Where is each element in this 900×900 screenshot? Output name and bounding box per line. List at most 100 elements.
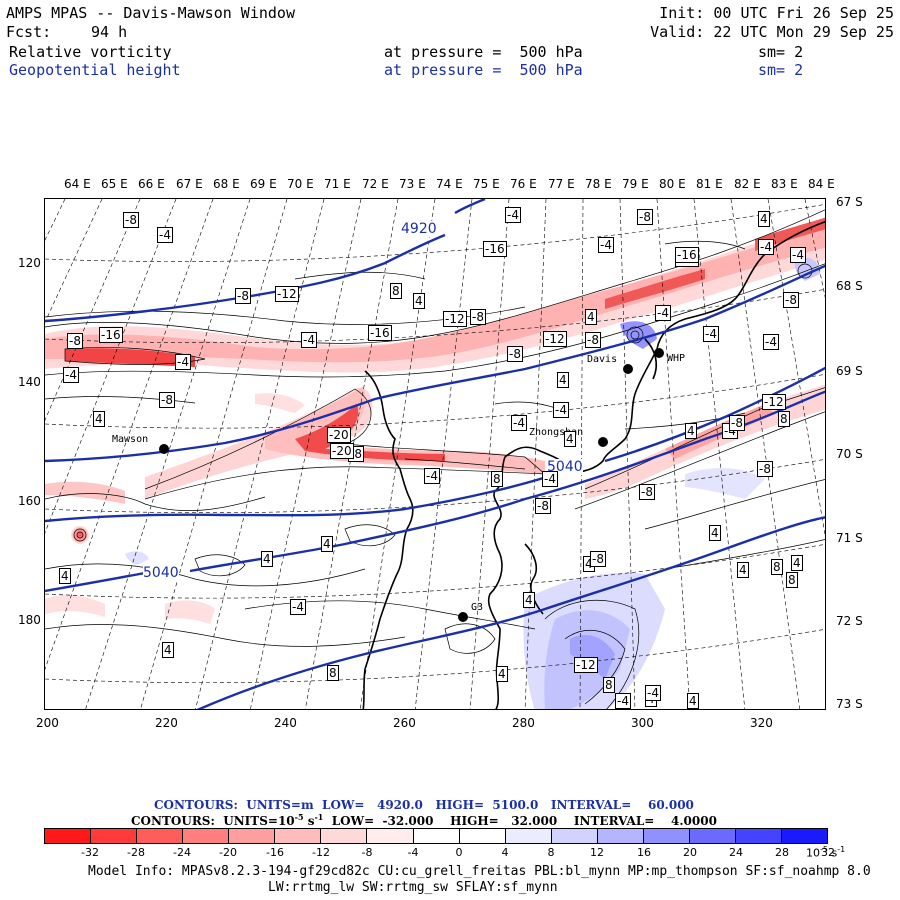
colorbar-segment xyxy=(643,829,690,843)
longitude-tick: 74 E xyxy=(436,177,463,191)
vorticity-label: -8 xyxy=(535,498,551,514)
latitude-tick: 70 S xyxy=(836,447,863,461)
vorticity-label: 4 xyxy=(496,666,508,682)
legend-units-tail-exponent: -1 xyxy=(314,812,324,822)
colorbar-label: 4 xyxy=(501,846,509,859)
init-time: Init: 00 UTC Fri 26 Sep 25 xyxy=(659,4,894,22)
vorticity-label: -4 xyxy=(511,415,527,431)
legend-contours-label: CONTOURS: xyxy=(154,798,238,812)
grid-y-tick: 120 xyxy=(18,256,41,270)
legend-interval: INTERVAL= 60.000 xyxy=(550,798,694,812)
station-markers xyxy=(159,348,664,622)
vorticity-label: -4 xyxy=(655,305,671,321)
legend-low: LOW= 4920.0 xyxy=(322,798,423,812)
model-info-physics: LW:rrtmg_lw SW:rrtmg_sw SFLAY:sf_mynn xyxy=(268,880,558,895)
vorticity-label: -4 xyxy=(553,402,569,418)
colorbar-segment xyxy=(505,829,552,843)
vorticity-legend-line: CONTOURS: UNITS=10-5 s-1 LOW= -32.000 HI… xyxy=(131,812,717,828)
vorticity-label: 8 xyxy=(786,572,798,588)
longitude-tick: 80 E xyxy=(659,177,686,191)
colorbar-unit: 10-5 s-1 xyxy=(806,845,845,860)
vorticity-label: -8 xyxy=(637,209,653,225)
grid-x-tick: 260 xyxy=(393,716,416,730)
vorticity-label: -4 xyxy=(424,468,440,484)
colorbar-segment xyxy=(782,829,828,843)
station-davis-label: Davis xyxy=(587,354,618,365)
graticule-dashed xyxy=(45,199,825,709)
vorticity-label: -4 xyxy=(542,471,558,487)
vorticity-label: -4 xyxy=(63,367,79,383)
vorticity-label: -12 xyxy=(762,394,786,410)
longitude-tick: 67 E xyxy=(176,177,203,191)
vorticity-label: -12 xyxy=(275,286,299,302)
latitude-tick: 73 S xyxy=(836,697,863,711)
colorbar-label: 8 xyxy=(547,846,555,859)
legend-interval-2: INTERVAL= 4.0000 xyxy=(573,814,717,828)
vorticity-label: 4 xyxy=(737,562,749,578)
longitude-tick: 81 E xyxy=(696,177,723,191)
grid-x-tick: 220 xyxy=(155,716,178,730)
vorticity-label: -8 xyxy=(507,346,523,362)
vorticity-label: -12 xyxy=(443,311,467,327)
colorbar-unit-tail: s xyxy=(827,846,838,860)
latitude-tick: 72 S xyxy=(836,614,863,628)
field1-smoothing: sm= 2 xyxy=(758,43,804,61)
colorbar-segment xyxy=(551,829,598,843)
vorticity-label: -4 xyxy=(175,354,191,370)
plot-title: AMPS MPAS -- Davis-Mawson Window xyxy=(6,4,295,22)
vorticity-label: -8 xyxy=(123,212,139,228)
grid-y-tick: 140 xyxy=(18,375,41,389)
vorticity-label: 8 xyxy=(390,283,402,299)
vorticity-label: 4 xyxy=(413,293,425,309)
longitude-tick: 64 E xyxy=(64,177,91,191)
legend-units-tail: s xyxy=(303,814,315,828)
longitude-tick: 78 E xyxy=(585,177,612,191)
colorbar-segment xyxy=(45,829,92,843)
vorticity-label: 4 xyxy=(685,423,697,439)
grid-x-tick: 320 xyxy=(750,716,773,730)
colorbar-label: -28 xyxy=(127,846,145,859)
vorticity-label: 8 xyxy=(491,471,503,487)
vorticity-label: -8 xyxy=(590,551,606,567)
vorticity-label: 8 xyxy=(771,559,783,575)
map-canvas xyxy=(45,199,825,709)
colorbar-unit-tail-exponent: -1 xyxy=(837,845,846,854)
grid-x-tick: 240 xyxy=(274,716,297,730)
vorticity-label: 4 xyxy=(321,536,333,552)
vorticity-label: 4 xyxy=(709,525,721,541)
colorbar-label: -8 xyxy=(361,846,373,859)
longitude-tick: 75 E xyxy=(473,177,500,191)
longitude-tick: 68 E xyxy=(213,177,240,191)
vorticity-label: -4 xyxy=(703,326,719,342)
colorbar-segment xyxy=(413,829,460,843)
field2-name: Geopotential height xyxy=(9,61,181,79)
vorticity-label: -20 xyxy=(330,443,354,459)
colorbar-label: 32 xyxy=(821,846,835,859)
vorticity-label: 4 xyxy=(758,211,770,227)
colorbar-label: -12 xyxy=(312,846,330,859)
vorticity-label: -8 xyxy=(585,332,601,348)
colorbar-label: -4 xyxy=(407,846,419,859)
longitude-tick: 65 E xyxy=(101,177,128,191)
height-label-5040-west: 5040 xyxy=(143,565,179,581)
grid-x-tick: 280 xyxy=(512,716,535,730)
colorbar-label: 12 xyxy=(590,846,604,859)
colorbar-segment xyxy=(689,829,736,843)
vorticity-label: -16 xyxy=(99,327,123,343)
colorbar-label: 20 xyxy=(683,846,697,859)
longitude-tick: 83 E xyxy=(771,177,798,191)
colorbar-unit-base: 10 xyxy=(806,846,820,860)
vorticity-label: -4 xyxy=(598,237,614,253)
field1-name: Relative vorticity xyxy=(9,43,172,61)
vorticity-label: 8 xyxy=(778,411,790,427)
station-whp-label: WHP xyxy=(667,353,686,364)
height-legend-line: CONTOURS: UNITS=m LOW= 4920.0 HIGH= 5100… xyxy=(154,798,694,812)
vorticity-label: -16 xyxy=(675,247,699,263)
colorbar-label: -20 xyxy=(219,846,237,859)
station-zhongshan-label: Zhongshan xyxy=(529,427,584,438)
map-panel: Mawson Davis WHP Zhongshan G3 4920 5040 … xyxy=(44,198,826,710)
model-info: Model Info: MPASv8.2.3-194-gf29cd82c CU:… xyxy=(88,864,871,879)
legend-units-exponent: -5 xyxy=(294,812,304,822)
vorticity-label: -4 xyxy=(505,207,521,223)
longitude-tick: 76 E xyxy=(510,177,537,191)
